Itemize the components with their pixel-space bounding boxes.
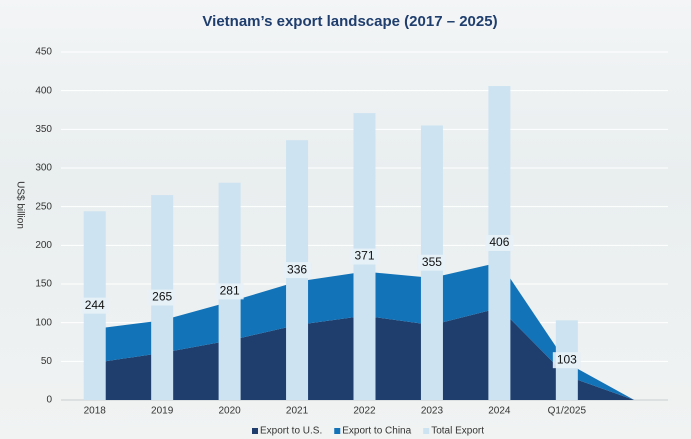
- y-tick-label: 0: [46, 395, 52, 406]
- y-tick-label: 300: [35, 163, 52, 174]
- value-label: 265: [152, 290, 172, 304]
- x-tick-label: 2018: [84, 406, 107, 417]
- y-tick-label: 400: [35, 85, 52, 96]
- value-label-box: [485, 235, 514, 252]
- y-tick-label: 100: [35, 317, 52, 328]
- chart-title: Vietnam’s export landscape (2017 – 2025): [202, 13, 497, 30]
- legend-label: Export to China: [342, 426, 411, 437]
- legend-swatch: [252, 428, 258, 434]
- y-tick-label: 250: [35, 201, 52, 212]
- value-label: 355: [422, 255, 442, 269]
- y-tick-label: 150: [35, 279, 52, 290]
- y-tick-label: 350: [35, 124, 52, 135]
- legend-label: Total Export: [431, 426, 484, 437]
- value-label-box: [350, 248, 379, 265]
- value-label: 281: [220, 284, 240, 298]
- x-tick-label: 2020: [218, 406, 241, 417]
- x-tick-label: 2023: [421, 406, 444, 417]
- y-tick-label: 50: [41, 356, 53, 367]
- value-label: 371: [354, 249, 374, 263]
- y-axis-title: US$ billion: [14, 181, 25, 229]
- value-label: 103: [557, 352, 577, 366]
- value-label: 406: [489, 235, 509, 249]
- legend-swatch: [334, 428, 341, 434]
- value-label-box: [148, 289, 177, 306]
- value-label-box: [417, 254, 446, 271]
- x-tick-label: 2019: [151, 406, 174, 417]
- y-tick-label: 200: [35, 240, 52, 251]
- legend-label: Export to U.S.: [260, 426, 322, 437]
- legend-swatch: [423, 428, 430, 434]
- x-tick-label: Q1/2025: [548, 406, 587, 417]
- x-tick-label: 2021: [286, 406, 309, 417]
- value-label-box: [80, 297, 109, 314]
- x-tick-label: 2024: [488, 406, 511, 417]
- value-label-box: [215, 283, 244, 300]
- value-label-box: [283, 262, 312, 279]
- value-label: 336: [287, 262, 307, 276]
- value-label-box: [552, 352, 581, 369]
- y-tick-label: 450: [35, 47, 52, 58]
- x-tick-label: 2022: [353, 406, 376, 417]
- value-label: 244: [85, 298, 105, 312]
